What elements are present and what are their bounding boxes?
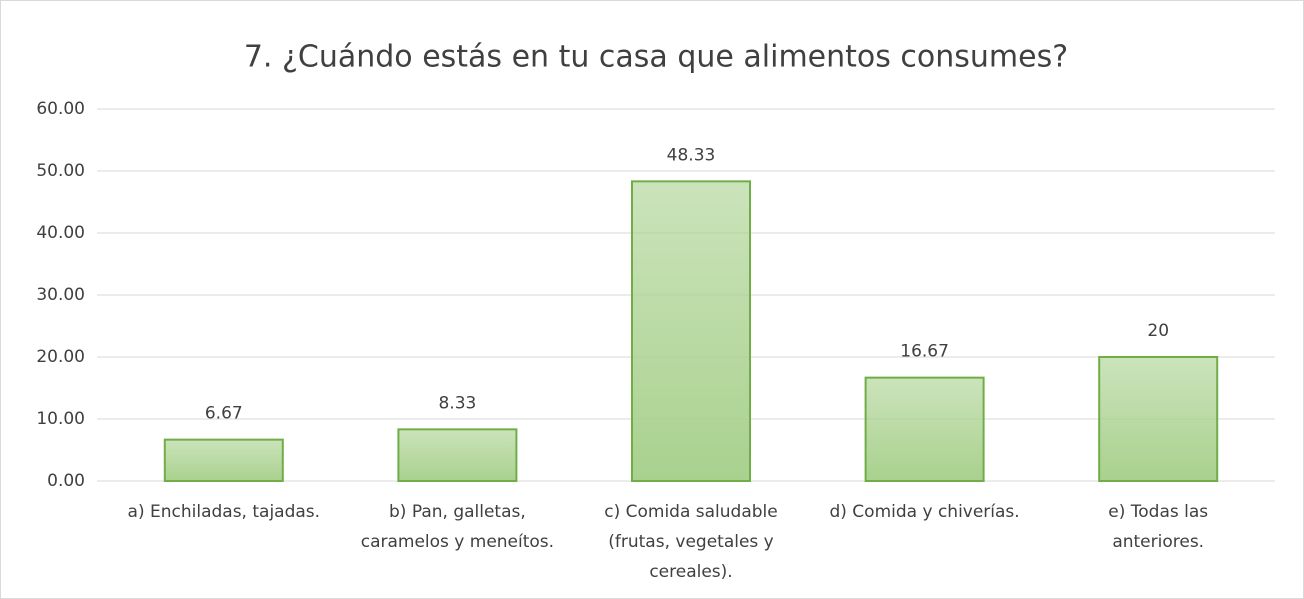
x-tick-label: d) Comida y chiverías. — [829, 502, 1019, 522]
x-tick-label: e) Todas las — [1108, 502, 1208, 522]
y-tick-label: 0.00 — [47, 471, 85, 491]
data-label: 16.67 — [900, 342, 949, 362]
y-tick-label: 20.00 — [36, 347, 85, 367]
y-tick-label: 10.00 — [36, 409, 85, 429]
x-tick-label: cereales). — [649, 562, 732, 582]
y-tick-label: 50.00 — [36, 161, 85, 181]
bar — [1098, 356, 1219, 482]
x-tick-label: c) Comida saludable — [604, 502, 778, 522]
x-tick-label: a) Enchiladas, tajadas. — [128, 502, 321, 522]
x-tick-label: (frutas, vegetales y — [608, 532, 773, 552]
y-tick-label: 40.00 — [36, 223, 85, 243]
bar — [397, 428, 518, 483]
data-label: 20 — [1147, 321, 1169, 341]
bar — [631, 180, 751, 482]
x-tick-label: b) Pan, galletas, — [389, 502, 526, 522]
x-tick-label: anteriores. — [1112, 532, 1204, 552]
data-label: 6.67 — [205, 404, 243, 424]
data-label: 8.33 — [438, 393, 476, 413]
bar — [163, 438, 284, 482]
chart-title: 7. ¿Cuándo estás en tu casa que alimento… — [244, 40, 1068, 75]
x-tick-label: caramelos y meneítos. — [361, 532, 554, 552]
y-tick-label: 30.00 — [36, 285, 85, 305]
data-label: 48.33 — [667, 145, 716, 165]
bar — [864, 376, 985, 482]
y-tick-label: 60.00 — [36, 99, 85, 119]
